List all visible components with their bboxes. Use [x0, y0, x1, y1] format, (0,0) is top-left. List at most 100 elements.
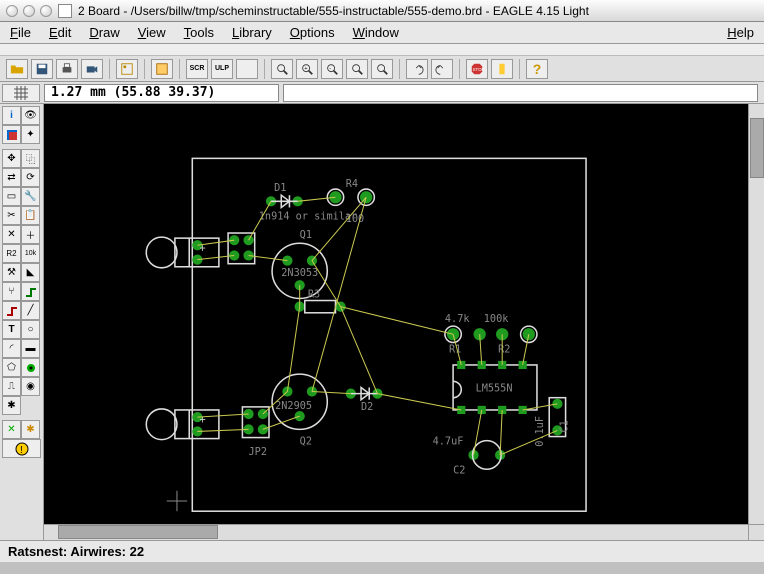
name-tool-icon[interactable]: R2 — [2, 244, 21, 263]
run-icon[interactable] — [236, 59, 258, 79]
main-toolbar: SCR ULP + - STOP ? — [0, 56, 764, 82]
mark-tool-icon[interactable]: ✦ — [21, 125, 40, 144]
cut-tool-icon[interactable]: ✂ — [2, 206, 21, 225]
open-icon[interactable] — [6, 59, 28, 79]
q1-value: 2N3053 — [281, 268, 318, 279]
move-tool-icon[interactable]: ✥ — [2, 149, 21, 168]
window-title: 2 Board - /Users/billw/tmp/scheminstruct… — [78, 4, 589, 18]
menubar: File Edit Draw View Tools Library Option… — [0, 22, 764, 44]
poly-tool-icon[interactable]: ⬠ — [2, 358, 21, 377]
svg-text:JP2: JP2 — [249, 447, 267, 458]
split-tool-icon[interactable]: ⑂ — [2, 282, 21, 301]
grid-button[interactable] — [2, 84, 40, 102]
add-tool-icon[interactable]: ＋ — [21, 225, 40, 244]
pcb-canvas[interactable]: + + JP2 D1 — [44, 104, 764, 540]
svg-text:+: + — [304, 65, 307, 71]
vertical-scrollbar[interactable] — [748, 104, 764, 524]
svg-text:!: ! — [20, 445, 23, 456]
go-icon[interactable] — [491, 59, 513, 79]
mirror-tool-icon[interactable]: ⇄ — [2, 168, 21, 187]
miter-tool-icon[interactable]: ◣ — [21, 263, 40, 282]
menu-file[interactable]: File — [10, 25, 31, 40]
use-icon[interactable]: SCR — [186, 59, 208, 79]
delete-tool-icon[interactable]: ✕ — [2, 225, 21, 244]
tool-palette: i 👁 ✦ ✥ ⿻ ⇄ ⟳ ▭ 🔧 ✂ 📋 ✕ ＋ R2 10k ⚒ ◣ ⑂ ╱… — [0, 104, 44, 540]
ripup-tool-icon[interactable] — [2, 301, 21, 320]
layers-tool-icon[interactable] — [2, 125, 21, 144]
smash-tool-icon[interactable]: ⚒ — [2, 263, 21, 282]
signal-tool-icon[interactable]: ⎍ — [2, 377, 21, 396]
r4-label: R4 — [346, 179, 358, 190]
c1-label: C1 — [560, 420, 571, 432]
d1-label: D1 — [274, 183, 286, 194]
route-tool-icon[interactable] — [21, 282, 40, 301]
drc-tool-icon[interactable]: ✱ — [21, 420, 40, 439]
paste-tool-icon[interactable]: 📋 — [21, 206, 40, 225]
errors-tool-icon[interactable]: ! — [2, 439, 41, 458]
canvas-area: + + JP2 D1 — [44, 104, 764, 540]
minimize-window-button[interactable] — [23, 5, 35, 17]
rotate-tool-icon[interactable]: ⟳ — [21, 168, 40, 187]
cam-icon[interactable] — [81, 59, 103, 79]
menu-view[interactable]: View — [138, 25, 166, 40]
svg-text:STOP: STOP — [473, 66, 484, 71]
group-tool-icon[interactable]: ▭ — [2, 187, 21, 206]
status-bar: Ratsnest: Airwires: 22 — [0, 540, 764, 562]
save-icon[interactable] — [31, 59, 53, 79]
zoom-select-icon[interactable] — [371, 59, 393, 79]
menu-tools[interactable]: Tools — [184, 25, 214, 40]
zoom-window-button[interactable] — [40, 5, 52, 17]
zoom-fit-icon[interactable] — [271, 59, 293, 79]
coordinate-bar: 1.27 mm (55.88 39.37) — [0, 82, 764, 104]
info-tool-icon[interactable]: i — [2, 106, 21, 125]
c2-value: 4.7uF — [433, 437, 464, 448]
c1-value: 0.1uF — [535, 416, 546, 447]
menu-draw[interactable]: Draw — [89, 25, 119, 40]
command-input[interactable] — [283, 84, 758, 102]
workarea: i 👁 ✦ ✥ ⿻ ⇄ ⟳ ▭ 🔧 ✂ 📋 ✕ ＋ R2 10k ⚒ ◣ ⑂ ╱… — [0, 104, 764, 540]
redo-icon[interactable] — [431, 59, 453, 79]
d2-label: D2 — [361, 402, 373, 413]
r2-value: 100k — [484, 314, 509, 325]
hole-tool-icon[interactable]: ◉ — [21, 377, 40, 396]
status-text: Ratsnest: Airwires: 22 — [8, 544, 144, 559]
value-tool-icon[interactable]: 10k — [21, 244, 40, 263]
board-switch-icon[interactable] — [116, 59, 138, 79]
zoom-out-icon[interactable]: - — [321, 59, 343, 79]
menu-help[interactable]: Help — [727, 25, 754, 40]
zoom-redraw-icon[interactable] — [346, 59, 368, 79]
r1-label: R1 — [449, 345, 461, 356]
horizontal-scrollbar[interactable] — [44, 524, 748, 540]
q2-label: Q2 — [300, 437, 312, 448]
sheet-icon[interactable] — [151, 59, 173, 79]
change-tool-icon[interactable]: 🔧 — [21, 187, 40, 206]
menu-edit[interactable]: Edit — [49, 25, 71, 40]
ratsnest-tool-icon[interactable]: ✱ — [2, 396, 21, 415]
stop-icon[interactable]: STOP — [466, 59, 488, 79]
scroll-corner — [748, 524, 764, 540]
show-tool-icon[interactable]: 👁 — [21, 106, 40, 125]
text-tool-icon[interactable]: T — [2, 320, 21, 339]
undo-icon[interactable] — [406, 59, 428, 79]
wire-tool-icon[interactable]: ╱ — [21, 301, 40, 320]
help-icon[interactable]: ? — [526, 59, 548, 79]
menu-options[interactable]: Options — [290, 25, 335, 40]
d1-value: 1n914 or similar — [259, 212, 357, 223]
rect-tool-icon[interactable]: ▬ — [21, 339, 40, 358]
toolbar-grip — [0, 44, 764, 56]
copy-tool-icon[interactable]: ⿻ — [21, 149, 40, 168]
titlebar: 2 Board - /Users/billw/tmp/scheminstruct… — [0, 0, 764, 22]
zoom-in-icon[interactable]: + — [296, 59, 318, 79]
print-icon[interactable] — [56, 59, 78, 79]
close-window-button[interactable] — [6, 5, 18, 17]
arc-tool-icon[interactable]: ◜ — [2, 339, 21, 358]
auto-tool-icon[interactable]: ✕ — [2, 420, 21, 439]
menu-window[interactable]: Window — [353, 25, 399, 40]
script-icon[interactable]: ULP — [211, 59, 233, 79]
menu-library[interactable]: Library — [232, 25, 272, 40]
circle-tool-icon[interactable]: ○ — [21, 320, 40, 339]
u1-label: LM555N — [476, 384, 513, 395]
via-tool-icon[interactable] — [21, 358, 40, 377]
coordinate-display: 1.27 mm (55.88 39.37) — [44, 84, 279, 102]
q2-value: 2N2905 — [275, 401, 312, 412]
